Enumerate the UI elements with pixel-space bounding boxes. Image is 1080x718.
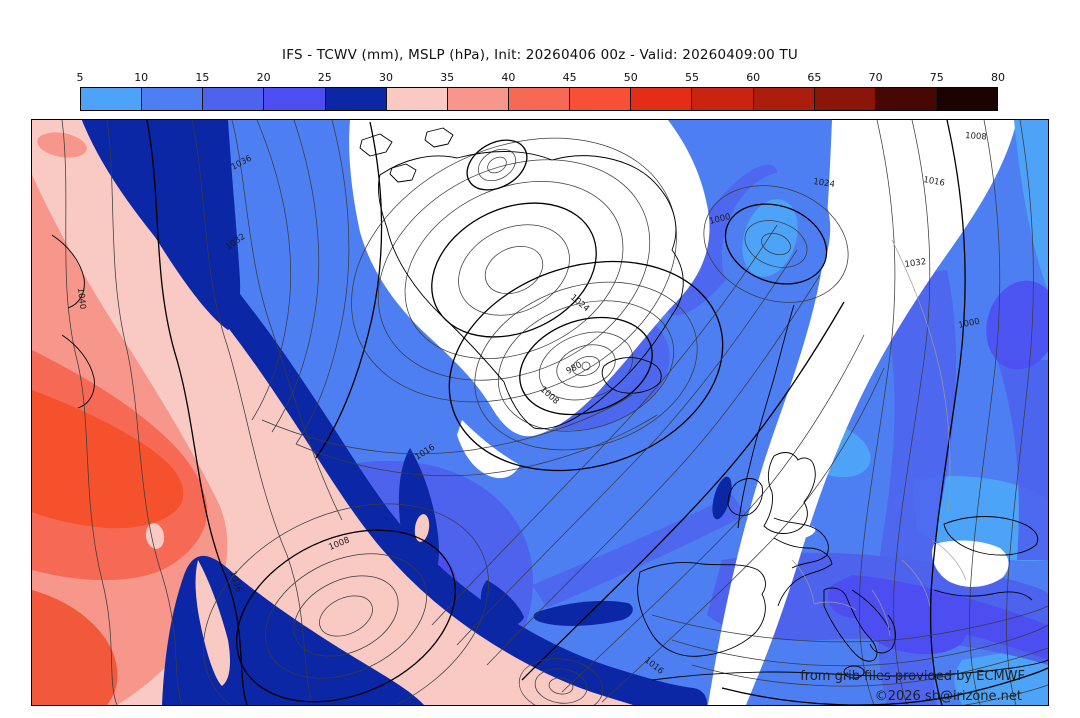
colorbar-tick-40: 40 [501,71,516,84]
isobar-label: 1016 [922,175,945,189]
colorbar-segment-75-80 [936,88,998,110]
colorbar-segment-10-15 [142,88,204,110]
colorbar-tick-60: 60 [746,71,761,84]
map-canvas: 1040 1036 1032 1016 1008 980 1000 1024 1… [32,120,1048,705]
isobar-label: 1032 [904,257,927,270]
isobar-label: 1040 [75,287,87,310]
colorbar-tick-75: 75 [929,71,944,84]
colorbar-segment-5-10 [81,88,143,110]
attribution-line2: ©2026 sb@irizone.net [875,689,1022,704]
colorbar-tick-15: 15 [195,71,210,84]
tcwv-navy-band [81,120,732,705]
page-title: IFS - TCWV (mm), MSLP (hPa), Init: 20260… [282,47,798,63]
colorbar-segment-65-70 [814,88,876,110]
colorbar-segment-60-65 [753,88,815,110]
colorbar-segment-55-60 [692,88,754,110]
attribution-line1: from grib files provided by ECMWF [800,669,1025,684]
colorbar-tick-30: 30 [378,71,393,84]
colorbar-tick-80: 80 [991,71,1005,84]
colorbar-segment-70-75 [875,88,937,110]
isobar-contours [61,120,1048,705]
coastlines [51,127,1048,681]
colorbar-segment-25-30 [325,88,387,110]
isobar-label: 1000 [958,317,981,331]
colorbar-tick-45: 45 [562,71,577,84]
colorbar-tick-5: 5 [76,71,84,84]
tcwv-dry-white-regions [349,120,1048,705]
colorbar-segment-35-40 [447,88,509,110]
weather-map: 1040 1036 1032 1016 1008 980 1000 1024 1… [31,119,1049,706]
colorbar-tick-10: 10 [134,71,149,84]
colorbar-segment-20-25 [264,88,326,110]
colorbar [80,87,998,111]
colorbar-tick-35: 35 [440,71,455,84]
colorbar-tick-50: 50 [623,71,638,84]
isobar-label: 1008 [965,131,987,142]
colorbar-tick-65: 65 [807,71,822,84]
colorbar-tick-70: 70 [868,71,883,84]
attribution: from grib files provided by ECMWF ©2026 … [800,669,1025,704]
isobar-label: 1024 [813,177,836,190]
colorbar-tick-55: 55 [684,71,699,84]
colorbar-segment-40-45 [508,88,571,110]
colorbar-ticks: 5 10 15 20 25 30 35 40 45 50 55 60 65 70 75 80 [76,71,1006,85]
colorbar-tick-20: 20 [256,71,271,84]
colorbar-tick-25: 25 [317,71,332,84]
colorbar-segment-50-55 [631,88,693,110]
colorbar-segment-45-50 [570,88,632,110]
colorbar-segment-15-20 [203,88,265,110]
colorbar-segment-30-35 [386,88,448,110]
